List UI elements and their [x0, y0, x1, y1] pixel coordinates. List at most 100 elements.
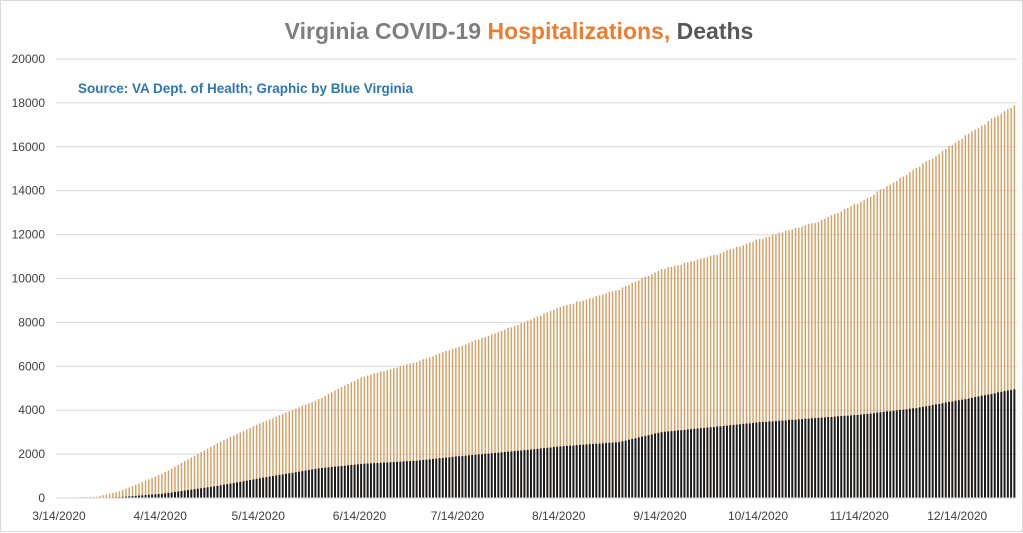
death-bar — [435, 459, 437, 498]
death-bar — [582, 445, 584, 498]
death-bar — [912, 408, 914, 498]
death-bar — [497, 453, 499, 498]
death-bar — [380, 463, 382, 498]
death-bar — [181, 491, 183, 498]
death-bar — [899, 410, 901, 498]
death-bar — [327, 467, 329, 498]
death-bar — [527, 450, 529, 498]
death-bar — [798, 419, 800, 498]
death-bar — [579, 445, 581, 498]
death-bar — [337, 466, 339, 498]
death-bar — [357, 464, 359, 498]
death-bar — [938, 404, 940, 498]
death-bar — [507, 452, 509, 498]
death-bar — [272, 476, 274, 498]
death-bar — [243, 481, 245, 498]
y-tick-label: 6000 — [18, 359, 45, 373]
death-bar — [945, 403, 947, 498]
death-bar — [736, 425, 738, 498]
hospitalization-bar — [119, 491, 120, 498]
death-bar — [236, 482, 238, 498]
death-bar — [311, 469, 313, 498]
death-bar — [670, 431, 672, 498]
death-bar — [997, 392, 999, 498]
death-bar — [935, 404, 937, 498]
death-bar — [830, 417, 832, 498]
title-part-virginia: Virginia COVID-19 — [285, 18, 488, 44]
death-bar — [341, 466, 343, 498]
death-bar — [968, 399, 970, 498]
death-bar — [174, 492, 176, 498]
death-bar — [765, 422, 767, 498]
death-bar — [265, 477, 267, 498]
death-bar — [396, 462, 398, 498]
death-bar — [834, 417, 836, 498]
death-bar — [576, 445, 578, 498]
death-bar — [762, 422, 764, 498]
gridlines — [56, 59, 1017, 454]
death-bar — [572, 446, 574, 498]
death-bar — [416, 461, 418, 498]
death-bar — [759, 422, 761, 498]
death-bar — [383, 463, 385, 498]
death-bar — [390, 462, 392, 498]
death-bar — [220, 485, 222, 498]
death-bar — [840, 416, 842, 498]
death-bar — [726, 426, 728, 498]
death-bar — [804, 419, 806, 498]
death-bar — [703, 428, 705, 498]
death-bar — [693, 429, 695, 498]
death-bar — [589, 444, 591, 498]
x-tick-label: 8/14/2020 — [532, 509, 586, 523]
death-bar — [275, 476, 277, 498]
death-bar — [563, 446, 565, 498]
death-bar — [948, 402, 950, 498]
death-bar — [301, 471, 303, 498]
death-bar — [801, 419, 803, 498]
death-bar — [269, 477, 271, 498]
death-bar — [285, 474, 287, 498]
death-bar — [886, 411, 888, 498]
hospitalization-bar — [125, 489, 126, 498]
death-bar — [778, 421, 780, 498]
death-bar — [282, 474, 284, 498]
death-bar — [971, 398, 973, 498]
death-bar — [808, 419, 810, 498]
death-bar — [612, 443, 614, 498]
death-bar — [520, 451, 522, 498]
death-bar — [501, 452, 503, 498]
death-bar — [615, 442, 617, 498]
death-bar — [471, 455, 473, 498]
death-bar — [278, 475, 280, 498]
x-tick-label: 6/14/2020 — [333, 509, 387, 523]
death-bar — [445, 458, 447, 498]
death-bar — [569, 446, 571, 498]
death-bar — [955, 401, 957, 498]
death-bar — [517, 451, 519, 498]
death-bar — [187, 490, 189, 498]
death-bar — [484, 454, 486, 498]
death-bar — [746, 424, 748, 498]
death-bar — [961, 400, 963, 498]
death-bar — [318, 468, 320, 498]
death-bar — [772, 421, 774, 498]
death-bar — [928, 406, 930, 498]
death-bar — [742, 424, 744, 498]
hospitalization-bar — [106, 494, 107, 498]
death-bar — [324, 468, 326, 498]
death-bar — [602, 443, 604, 498]
death-bar — [811, 418, 813, 498]
death-bar — [814, 418, 816, 498]
death-bar — [625, 441, 627, 498]
death-bar — [1013, 389, 1015, 498]
death-bar — [373, 463, 375, 498]
death-bar — [824, 417, 826, 498]
death-bar — [732, 425, 734, 498]
death-bar — [559, 446, 561, 498]
death-bar — [184, 491, 186, 498]
death-bar — [200, 488, 202, 498]
death-bar — [755, 423, 757, 498]
death-bar — [628, 440, 630, 498]
death-bar — [915, 408, 917, 498]
